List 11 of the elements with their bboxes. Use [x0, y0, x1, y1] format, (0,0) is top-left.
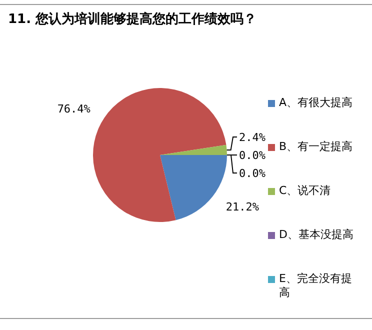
chart-title: 11. 您认为培训能够提高您的工作绩效吗？	[8, 10, 257, 28]
text: 0.0%	[239, 167, 266, 180]
legend-label: A、有很大提高	[279, 96, 353, 110]
data-label: 2.4%	[239, 131, 266, 144]
data-label: 76.4%	[57, 102, 91, 116]
legend-label: D、基本没提高	[279, 228, 354, 242]
legend-label: C、说不清	[279, 184, 331, 198]
legend-label: E、完全没有提高	[279, 272, 353, 300]
text: 0.0%	[239, 149, 266, 162]
data-label: 21.2%	[226, 200, 260, 214]
legend-label: B、有一定提高	[279, 140, 353, 154]
